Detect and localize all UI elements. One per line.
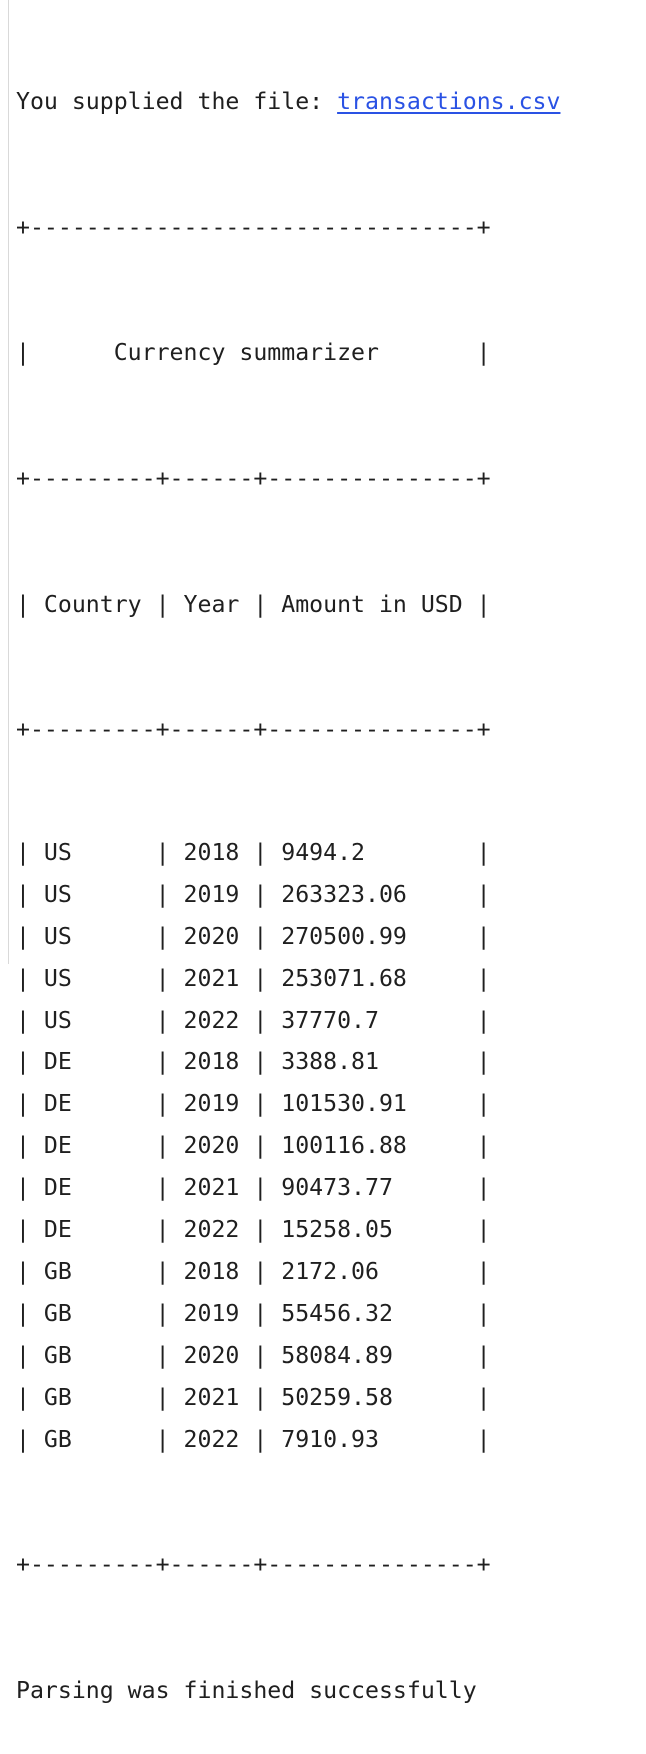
status-message: Parsing was finished successfully: [16, 1660, 560, 1712]
console-gutter-line: [8, 0, 9, 964]
table-top-border: +--------------------------------+: [16, 197, 560, 249]
table-bottom-border: +---------+------+---------------+: [16, 1534, 560, 1586]
supplied-file-prefix: You supplied the file:: [16, 88, 337, 115]
table-title-row: | Currency summarizer |: [16, 322, 560, 374]
table-header-bottom-border: +---------+------+---------------+: [16, 699, 560, 751]
table-header-row: | Country | Year | Amount in USD |: [16, 574, 560, 626]
file-link[interactable]: transactions.csv: [337, 88, 560, 115]
table-header-top-border: +---------+------+---------------+: [16, 448, 560, 500]
table-row: | US | 2018 | 9494.2 |: [16, 822, 560, 874]
console-output: You supplied the file: transactions.csv …: [16, 0, 560, 1754]
supplied-file-line: You supplied the file: transactions.csv: [16, 71, 560, 123]
table-body: | US | 2018 | 9494.2 | | US | 2019 | 2633…: [16, 822, 560, 1460]
